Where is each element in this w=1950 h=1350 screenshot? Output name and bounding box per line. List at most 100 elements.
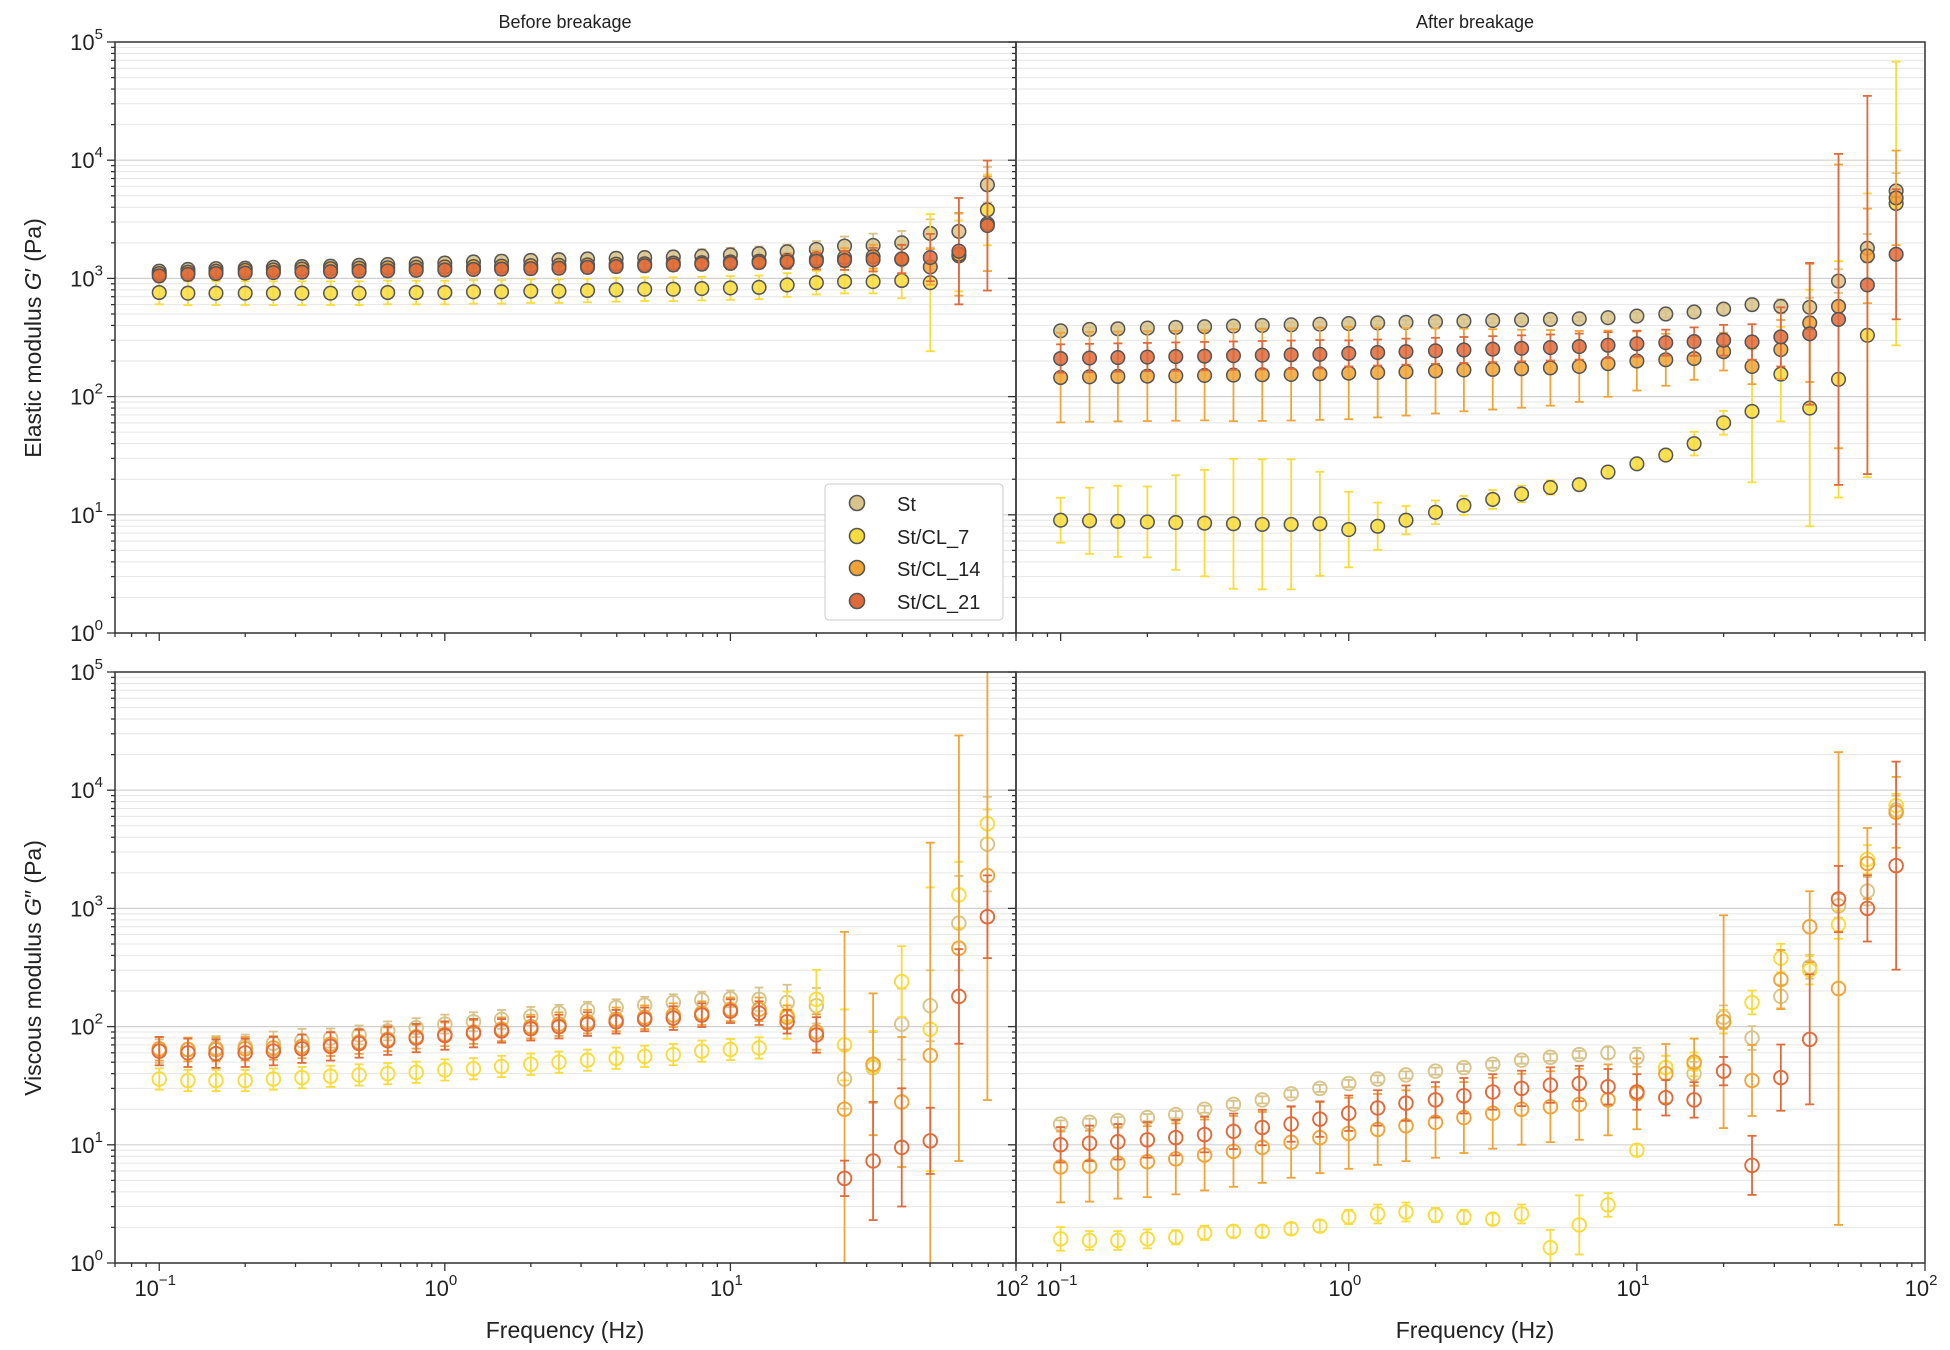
legend-marker-st — [848, 494, 866, 512]
data-layer — [1053, 60, 1904, 591]
data-point — [1139, 1231, 1156, 1247]
data-point — [1341, 1105, 1357, 1121]
data-point — [1197, 348, 1213, 364]
data-point — [465, 284, 482, 300]
data-point — [1658, 306, 1674, 322]
data-point — [1456, 1209, 1472, 1225]
data-point — [322, 1068, 339, 1085]
data-point — [1283, 1116, 1299, 1132]
data-point — [1744, 403, 1760, 419]
data-point — [1542, 311, 1558, 327]
data-point — [265, 1071, 282, 1087]
data-point — [1513, 1080, 1530, 1097]
data-point — [894, 272, 910, 289]
x-tick-label: 10−1 — [1036, 1272, 1078, 1301]
data-point — [494, 261, 510, 277]
data-point — [1514, 312, 1530, 328]
data-point — [751, 255, 767, 271]
data-point — [351, 1067, 367, 1083]
data-point — [551, 283, 567, 299]
data-point — [1658, 447, 1674, 463]
data-point — [1513, 1052, 1530, 1068]
data-point — [1398, 1204, 1414, 1220]
data-point — [951, 988, 967, 1005]
data-point — [1427, 314, 1444, 330]
data-point — [408, 1064, 424, 1081]
data-point — [237, 1072, 253, 1089]
data-point — [523, 1020, 539, 1037]
data-point — [180, 1072, 196, 1089]
data-point — [1571, 339, 1587, 355]
data-point — [323, 285, 339, 301]
data-point — [1456, 362, 1472, 378]
data-point — [1370, 344, 1386, 361]
data-point — [1744, 358, 1760, 374]
legend-marker-st-cl-21 — [848, 592, 866, 610]
data-point — [1715, 1013, 1732, 1030]
data-point — [379, 1065, 396, 1082]
series-st-cl-14 — [1053, 149, 1904, 450]
data-point — [1485, 341, 1501, 357]
data-point — [408, 262, 424, 278]
data-point — [465, 1060, 482, 1077]
data-point — [922, 250, 938, 266]
data-point — [1686, 304, 1702, 320]
data-point — [1312, 516, 1328, 532]
data-point — [1456, 1059, 1472, 1076]
data-point — [637, 258, 653, 274]
plot-frame — [1015, 41, 1926, 634]
data-point — [523, 283, 539, 299]
data-point — [1139, 514, 1155, 530]
data-point — [1629, 1084, 1645, 1100]
data-point — [1341, 1209, 1357, 1225]
legend-label-st-cl-14: St/CL_14 — [897, 559, 980, 581]
data-point — [694, 281, 710, 297]
data-point — [722, 255, 738, 271]
legend-entry-st: St — [848, 494, 916, 516]
data-point — [1485, 312, 1501, 329]
data-point — [1686, 1092, 1702, 1108]
data-point — [694, 1007, 710, 1023]
data-point — [551, 260, 567, 276]
data-point — [1658, 1090, 1674, 1106]
legend: St St/CL_7 St/CL_14 St/CL_21 — [824, 483, 1004, 621]
data-point — [1168, 349, 1184, 365]
x-tick-label: 101 — [1616, 1272, 1649, 1301]
data-point — [1456, 1088, 1472, 1104]
data-point — [579, 259, 596, 275]
data-point — [1110, 513, 1126, 529]
y-label-elastic-unit: (Pa) — [20, 218, 46, 268]
data-point — [465, 1025, 482, 1041]
data-point — [523, 261, 539, 277]
y-tick-label: 103 — [70, 262, 103, 291]
data-point — [1427, 504, 1444, 520]
data-point — [551, 1054, 567, 1070]
data-point — [1225, 1096, 1242, 1113]
y-tick-label: 103 — [70, 892, 103, 921]
legend-label-st-cl-21: St/CL_21 — [897, 592, 980, 614]
data-point — [1888, 857, 1904, 874]
data-point — [1514, 361, 1530, 377]
data-point — [579, 1016, 596, 1032]
panel-title-after: After breakage — [1416, 12, 1534, 32]
data-point — [465, 261, 482, 278]
data-point — [1225, 516, 1242, 532]
data-point — [1052, 1137, 1069, 1153]
data-point — [922, 1047, 939, 1064]
data-point — [180, 285, 196, 301]
data-point — [151, 1071, 167, 1087]
data-point — [637, 281, 653, 297]
y-label-elastic-symbol: G — [20, 272, 46, 290]
data-point — [1427, 1063, 1444, 1079]
data-point — [1398, 1067, 1414, 1083]
data-point — [1600, 1045, 1616, 1061]
data-point — [323, 264, 339, 280]
data-point — [1456, 313, 1472, 329]
data-point — [1830, 891, 1847, 907]
series-st-cl-21 — [151, 159, 995, 306]
data-point — [722, 280, 738, 296]
data-point — [1484, 1056, 1501, 1073]
data-point — [1485, 361, 1501, 377]
series-st-cl-7 — [151, 173, 995, 353]
